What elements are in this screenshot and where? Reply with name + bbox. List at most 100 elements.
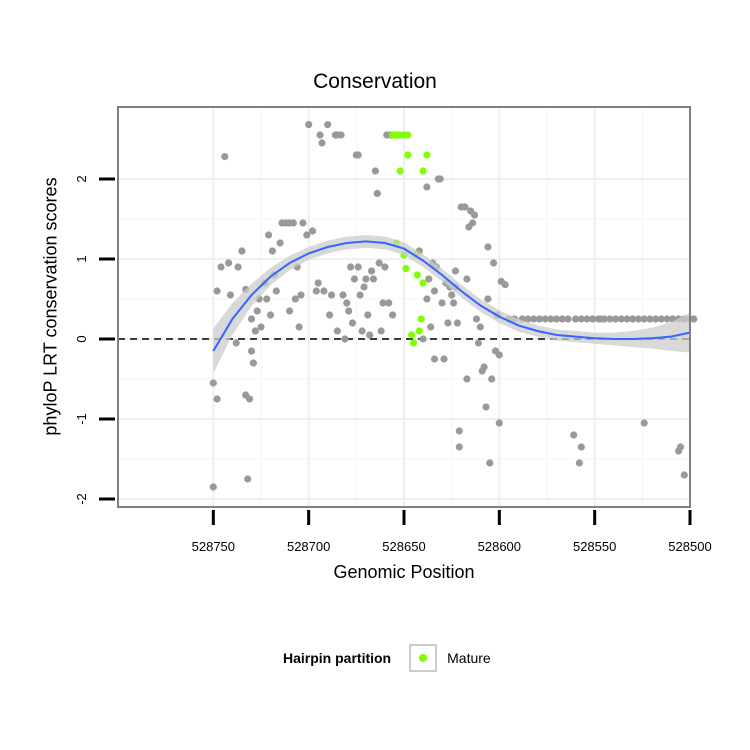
other-point [640, 419, 648, 427]
other-point [470, 211, 479, 219]
other-point [389, 311, 397, 319]
other-point [463, 275, 471, 283]
other-point [225, 259, 233, 267]
other-point [314, 279, 322, 287]
other-point [318, 139, 326, 147]
mature-point [396, 167, 404, 175]
other-point [272, 287, 280, 295]
other-point [484, 243, 492, 251]
other-point [364, 311, 372, 319]
other-point [347, 263, 355, 271]
other-point [438, 299, 446, 307]
other-point [366, 331, 374, 339]
x-tick-label: 528550 [573, 539, 616, 554]
other-point [436, 175, 444, 183]
other-point [268, 247, 276, 255]
other-point [368, 267, 376, 275]
other-point [419, 335, 427, 343]
other-point [299, 219, 307, 227]
other-point [356, 291, 364, 299]
other-point [291, 295, 299, 303]
x-tick-label: 528500 [668, 539, 711, 554]
other-point [606, 315, 614, 323]
other-point [535, 315, 544, 323]
other-point [247, 347, 256, 355]
other-point [217, 263, 225, 271]
other-point [303, 231, 311, 239]
other-point [333, 327, 341, 335]
mature-point [419, 279, 427, 287]
other-point [257, 323, 265, 331]
other-point [495, 351, 503, 359]
other-point [354, 151, 362, 159]
other-point [358, 327, 366, 335]
mature-point [413, 271, 421, 279]
other-point [577, 443, 585, 451]
other-point [326, 311, 334, 319]
other-point [440, 355, 448, 363]
other-point [337, 131, 345, 139]
other-point [495, 419, 503, 427]
other-point [488, 375, 496, 383]
legend-dot-mature [419, 654, 428, 662]
other-point [623, 315, 631, 323]
other-point [589, 315, 597, 323]
other-point [360, 283, 368, 291]
other-point [461, 203, 469, 211]
other-point [530, 315, 538, 323]
other-point [425, 275, 433, 283]
other-point [423, 183, 431, 191]
other-point [381, 263, 389, 271]
other-point [600, 315, 608, 323]
other-point [348, 319, 357, 327]
other-point [564, 315, 572, 323]
other-point [263, 295, 271, 303]
other-point [583, 315, 591, 323]
other-point [209, 379, 217, 387]
other-point [486, 459, 494, 467]
mature-point [417, 315, 425, 323]
other-point [472, 315, 481, 323]
mature-point [419, 167, 427, 175]
other-point [455, 427, 463, 435]
other-point [305, 121, 313, 129]
other-point [450, 299, 458, 307]
other-point [629, 315, 637, 323]
other-point [575, 459, 584, 467]
other-point [324, 121, 332, 129]
mature-point [423, 151, 431, 159]
other-point [295, 323, 303, 331]
confidence-ribbon [213, 235, 691, 374]
mature-point [408, 331, 416, 339]
other-point [448, 291, 456, 299]
legend: Hairpin partition Mature [283, 643, 491, 673]
mature-point [404, 131, 412, 139]
other-point [343, 299, 351, 307]
other-point [251, 327, 259, 335]
legend-label-mature: Mature [447, 650, 491, 666]
other-point [362, 275, 370, 283]
other-point [369, 275, 378, 283]
chart-title: Conservation [313, 70, 437, 93]
other-point [552, 315, 561, 323]
other-point [541, 315, 549, 323]
other-point [354, 263, 362, 271]
other-point [663, 315, 671, 323]
y-tick-label: 1 [74, 255, 89, 262]
other-point [373, 189, 381, 197]
other-point [617, 315, 626, 323]
other-point [213, 287, 221, 295]
other-point [221, 153, 229, 161]
other-point [430, 287, 439, 295]
other-point [558, 315, 566, 323]
other-point [577, 315, 585, 323]
legend-title: Hairpin partition [283, 650, 392, 666]
other-point [226, 291, 235, 299]
other-point [345, 307, 353, 315]
other-point [286, 307, 294, 315]
other-point [676, 443, 685, 451]
y-axis-label: phyloP LRT conservation scores [40, 177, 61, 436]
other-point [276, 239, 284, 247]
other-point [232, 339, 240, 347]
x-tick-label: 528700 [287, 539, 330, 554]
